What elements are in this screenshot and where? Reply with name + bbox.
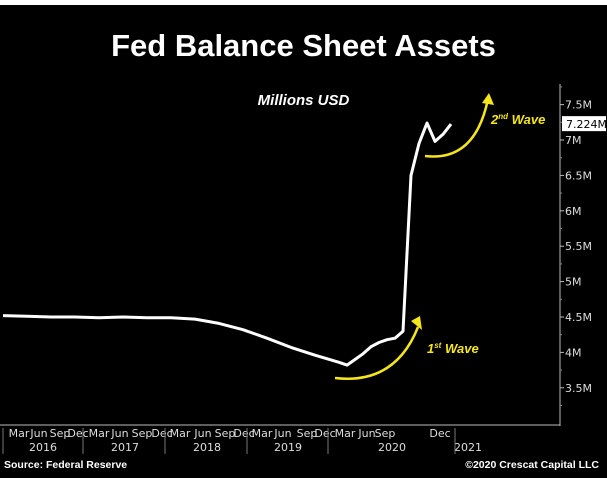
x-month-label: Dec bbox=[67, 427, 88, 440]
x-month-label: Mar bbox=[335, 427, 356, 440]
x-month-label: Jun bbox=[273, 427, 291, 440]
source-note: Source: Federal Reserve bbox=[4, 459, 128, 471]
x-month-label: Jun bbox=[110, 427, 128, 440]
chart-subtitle: Millions USD bbox=[257, 92, 350, 109]
x-month-label: Dec bbox=[429, 427, 450, 440]
wave1-arrowhead bbox=[411, 316, 422, 330]
x-month-label: Dec bbox=[314, 427, 335, 440]
y-tick-label: 7.5M bbox=[565, 99, 592, 112]
x-month-label: Dec bbox=[151, 427, 172, 440]
x-month-label: Sep bbox=[215, 427, 236, 440]
x-month-label: Sep bbox=[375, 427, 396, 440]
y-tick-label: 6M bbox=[565, 205, 582, 218]
x-month-label: Mar bbox=[252, 427, 273, 440]
y-tick-label: 7M bbox=[565, 134, 582, 147]
y-tick-label: 6.5M bbox=[565, 169, 592, 182]
wave2-arrow bbox=[424, 98, 490, 158]
x-month-label: Jun bbox=[357, 427, 375, 440]
copyright-note: ©2020 Crescat Capital LLC bbox=[465, 459, 599, 471]
x-month-label: Dec bbox=[233, 427, 254, 440]
x-year-label: 2016 bbox=[29, 441, 57, 454]
x-year-label: 2020 bbox=[378, 441, 406, 454]
y-tick-label: 5M bbox=[565, 276, 582, 289]
wave-annotation-2: 2nd Wave bbox=[490, 112, 545, 127]
y-tick-label: 4M bbox=[565, 346, 582, 359]
x-month-label: Sep bbox=[132, 427, 153, 440]
x-month-label: Jun bbox=[29, 427, 47, 440]
x-year-label: 2017 bbox=[111, 441, 139, 454]
top-border bbox=[0, 0, 607, 5]
y-tick-label: 4.5M bbox=[565, 311, 592, 324]
last-value-label: 7.224M bbox=[566, 118, 607, 131]
x-year-label: 2021 bbox=[454, 441, 482, 454]
x-month-label: Mar bbox=[170, 427, 191, 440]
x-month-label: Sep bbox=[50, 427, 71, 440]
y-tick-label: 5.5M bbox=[565, 240, 592, 253]
wave-annotation-1: 1st Wave bbox=[427, 341, 479, 356]
x-month-label: Mar bbox=[89, 427, 110, 440]
x-year-label: 2018 bbox=[193, 441, 221, 454]
wave2-arrowhead bbox=[482, 93, 494, 105]
x-month-label: Sep bbox=[297, 427, 318, 440]
series-line bbox=[2, 121, 453, 367]
y-tick-label: 3.5M bbox=[565, 382, 592, 395]
last-value-badge bbox=[562, 116, 606, 132]
wave1-arrow bbox=[334, 326, 420, 380]
chart-title: Fed Balance Sheet Assets bbox=[111, 28, 496, 63]
x-year-label: 2019 bbox=[274, 441, 302, 454]
x-month-label: Jun bbox=[193, 427, 211, 440]
x-month-label: Mar bbox=[9, 427, 30, 440]
